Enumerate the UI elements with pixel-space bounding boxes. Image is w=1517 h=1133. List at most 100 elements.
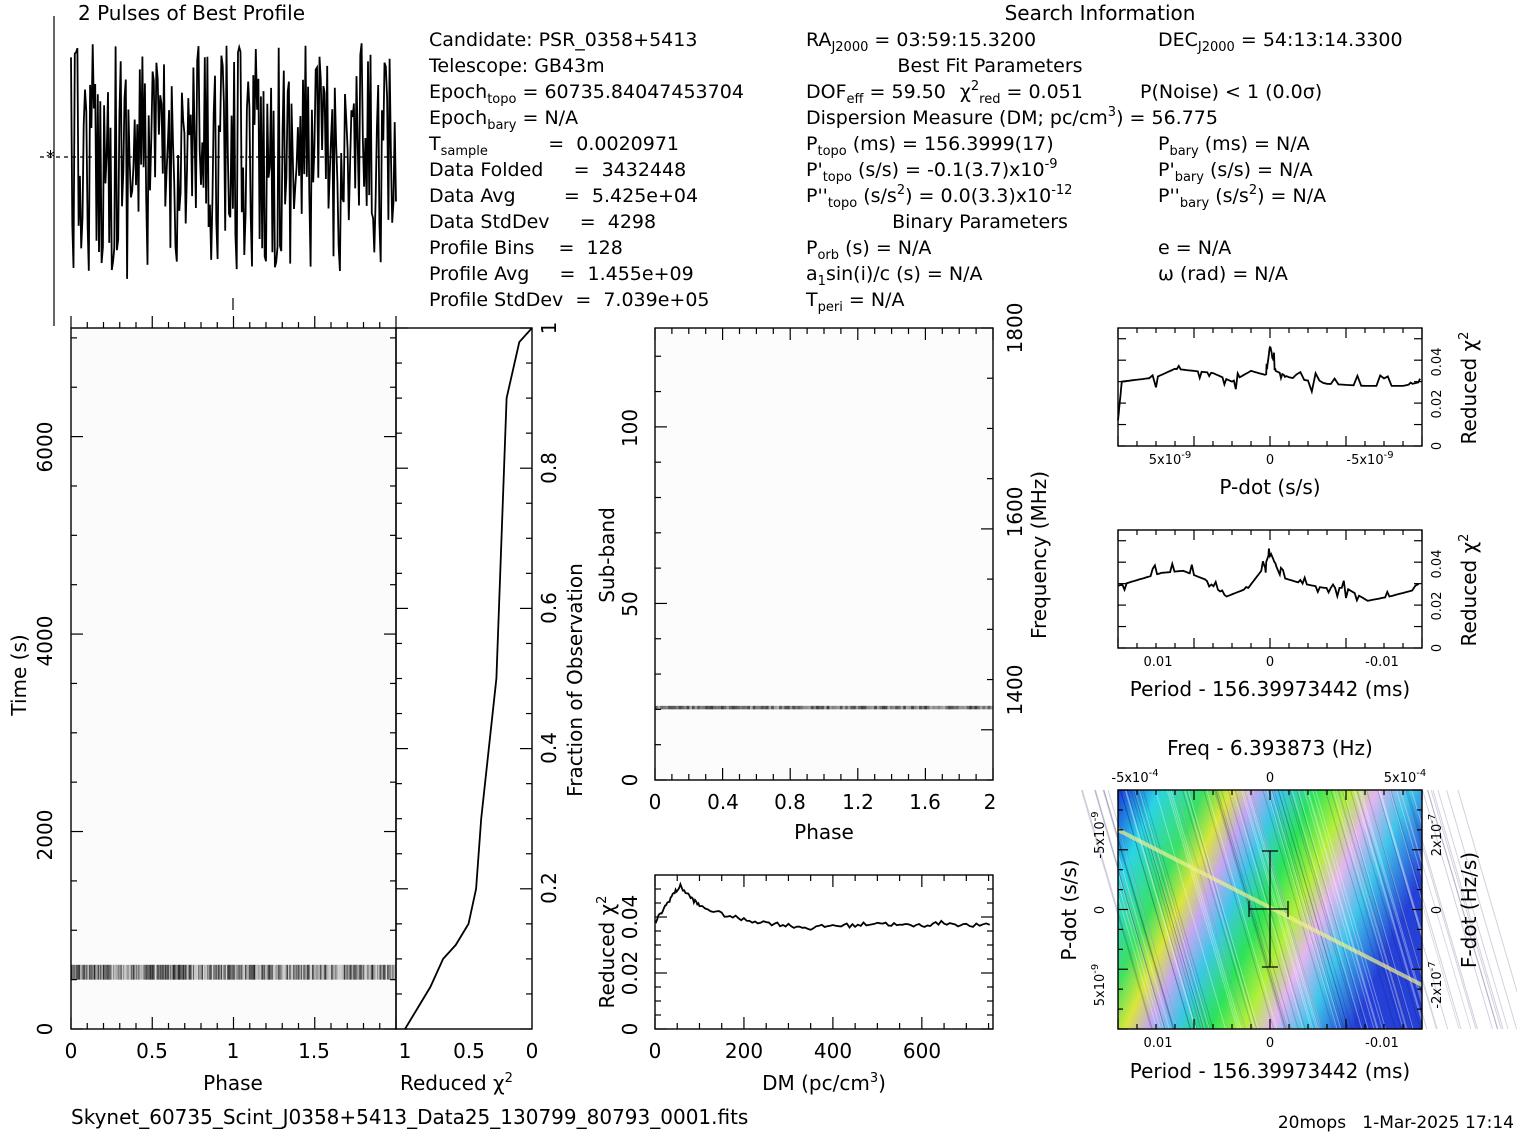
subband-pixel [816,705,820,710]
subband-pixel [979,705,983,710]
subband-pixel [961,705,965,710]
time-phase-pixel [368,964,370,980]
time-phase-pixel [124,964,126,980]
period-label: Period - 156.39973442 (ms) [1130,677,1411,701]
time-phase-pixel [107,964,110,980]
subband-pixel [868,705,872,710]
time-phase-pixel [300,964,303,980]
time-phase-pixel [117,964,120,980]
svg-text:Dispersion Measure (DM; pc/cm3: Dispersion Measure (DM; pc/cm3) = 56.775 [806,105,1218,129]
ppdot-stripe [1436,789,1508,1030]
period-chi-tick-0.02: 0.02 [1430,592,1445,621]
sb-phase-tick-0: 0 [649,790,662,814]
subband-pixel [726,705,730,710]
subband-pixel [747,705,751,710]
subband-pixel [760,705,764,710]
ppdot-stripe [1390,789,1462,1030]
fraction-label: Fraction of Observation [563,563,587,797]
time-phase-pixel [195,964,197,980]
subband-label: Sub-band [595,507,619,603]
time-tick-2000: 2000 [33,810,57,861]
ppdot-stripe [1388,789,1460,1030]
time-phase-pixel [96,964,98,980]
subband-pixel [808,705,812,710]
ppdot-stripe [1139,789,1211,1030]
time-phase-pixel [336,964,338,980]
subband-pixel [926,705,930,710]
time-phase-pixel [187,964,190,980]
time-phase-pixel [295,964,298,980]
time-phase-pixel [333,964,336,980]
fraction-tick-0.4: 0.4 [537,732,561,764]
time-phase-pixel [242,964,244,980]
subband-pixel [668,705,672,710]
ppdot-stripe [1354,789,1426,1030]
ppdot-stripe [1281,789,1353,1030]
time-phase-pixel [387,964,389,980]
svg-text:Data StdDev = 4298: Data StdDev = 4298 [429,211,656,233]
svg-text:Profile Avg = 1.455e+09: Profile Avg = 1.455e+09 [429,263,694,285]
subband-pixel [987,705,991,710]
subband-pixel [969,705,973,710]
time-tick-6000: 6000 [33,422,57,473]
time-phase-pixel [350,964,352,980]
subband-pixel [702,705,706,710]
ppdot-stripe [1337,789,1409,1030]
subband-pixel [842,705,846,710]
time-phase-pixel [307,964,309,980]
sb-phase-tick-1.6: 1.6 [909,790,941,814]
ppdot-stripe [1206,789,1278,1030]
time-phase-pixel [112,964,115,980]
subband-pixel [731,705,735,710]
time-phase-pixel [370,964,373,980]
time-phase-pixel [379,964,382,980]
time-phase-pixel [251,964,253,980]
subband-pixel [792,705,796,710]
ppdot-stripe [1432,789,1504,1030]
time-phase-pixel [182,964,185,980]
dm-chi-label: Reduced χ2 [595,896,619,1009]
time-phase-pixel [156,964,158,980]
ppdot-stripe [1445,789,1517,1030]
ppdot-stripe [1366,789,1437,1030]
ppdot-stripe [1335,789,1407,1030]
info-mid-block: RAJ2000 = 03:59:15.3200 DECJ2000 = 54:13… [805,29,1403,315]
svg-text:P''bary (s/s2) = N/A: P''bary (s/s2) = N/A [1158,183,1326,211]
subband-pixel [779,705,783,710]
sb-phase-tick-2: 2 [984,790,997,814]
time-phase-pixel [304,964,307,980]
period-chi-tick-0.04: 0.04 [1430,550,1445,579]
ppdot-stripe [1287,789,1359,1030]
subband-pixel [721,705,724,710]
subband-pixel [771,705,775,710]
subband-pixel [752,705,756,710]
time-phase-pixel [323,964,326,980]
time-phase-panel [70,316,397,1030]
time-phase-pixel [294,964,297,980]
subband-pixel [919,705,923,710]
subband-pixel [905,705,909,710]
time-phase-pixel [313,964,316,980]
ppdot-stripe [1457,789,1517,995]
time-phase-pixel [263,964,266,980]
svg-text:Pbary (ms) = N/A: Pbary (ms) = N/A [1158,133,1310,159]
time-phase-pixel [369,964,371,980]
ppdot-stripe [1366,789,1438,1030]
freq-top-label: Freq - 6.393873 (Hz) [1167,736,1373,760]
subband-pixel [734,705,738,710]
time-phase-pixel [392,964,394,980]
ppdot-stripe [1155,789,1226,1030]
time-phase-pixel [241,964,243,980]
redchi-tick-0: 0 [526,1039,539,1063]
time-phase-pixel [346,964,349,980]
time-phase-pixel [290,964,293,980]
time-phase-pixel [102,964,105,980]
period-chi-trace [1117,548,1420,603]
time-phase-pixel [185,964,187,980]
period-chi-tick-0: 0 [1430,644,1445,652]
time-phase-pixel [197,964,200,980]
pdot-tick-0: 0 [1266,453,1274,468]
ppdot-stripe [1311,789,1383,1030]
time-phase-pixel [130,964,133,980]
ppdot-stripe [1270,789,1342,1030]
